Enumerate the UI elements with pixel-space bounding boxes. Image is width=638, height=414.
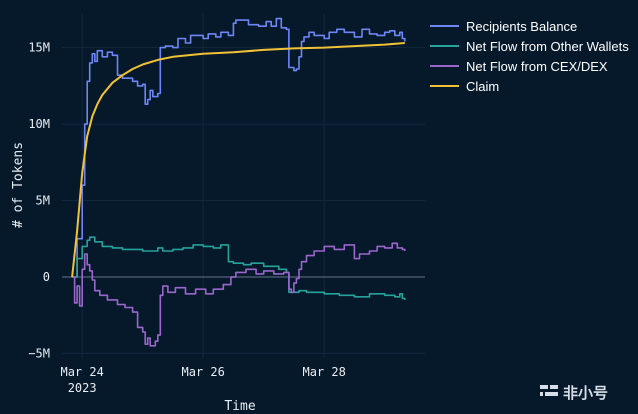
y-tick-label: 15M (28, 41, 50, 55)
x-tick-label: Mar 26 (181, 365, 224, 379)
axis-ticks: Mar 24 2023 Mar 26 Mar 28 −5M 0 5M 10M 15M (28, 41, 346, 395)
legend-label: Claim (466, 79, 499, 94)
y-tick-label: 10M (28, 117, 50, 131)
y-tick-label: 5M (36, 194, 50, 208)
y-tick-label: −5M (28, 346, 50, 360)
legend-label: Net Flow from CEX/DEX (466, 59, 608, 74)
legend-label: Recipients Balance (466, 19, 577, 34)
series-lines (71, 17, 406, 347)
x-axis-title: Time (224, 399, 255, 414)
x-tick-label: Mar 24 (60, 365, 103, 379)
x-tick-sublabel: 2023 (68, 381, 97, 395)
series-line-1 (72, 17, 406, 278)
watermark-logo-icon (540, 385, 558, 396)
x-tick-label: Mar 28 (302, 365, 345, 379)
series-line-4 (71, 42, 405, 278)
y-axis-title: # of Tokens (11, 142, 26, 228)
legend-item[interactable]: Net Flow from Other Wallets (430, 39, 629, 54)
series-line-2 (72, 236, 406, 300)
grid (62, 14, 425, 358)
watermark: 非小号 (540, 384, 608, 402)
legend-label: Net Flow from Other Wallets (466, 39, 629, 54)
watermark-text: 非小号 (563, 384, 608, 402)
legend-item[interactable]: Recipients Balance (430, 19, 577, 34)
legend-item[interactable]: Claim (430, 79, 499, 94)
series-line-3 (72, 242, 406, 347)
y-tick-label: 0 (43, 270, 50, 284)
legend-item[interactable]: Net Flow from CEX/DEX (430, 59, 608, 74)
legend: Recipients Balance Net Flow from Other Wa… (430, 19, 629, 94)
